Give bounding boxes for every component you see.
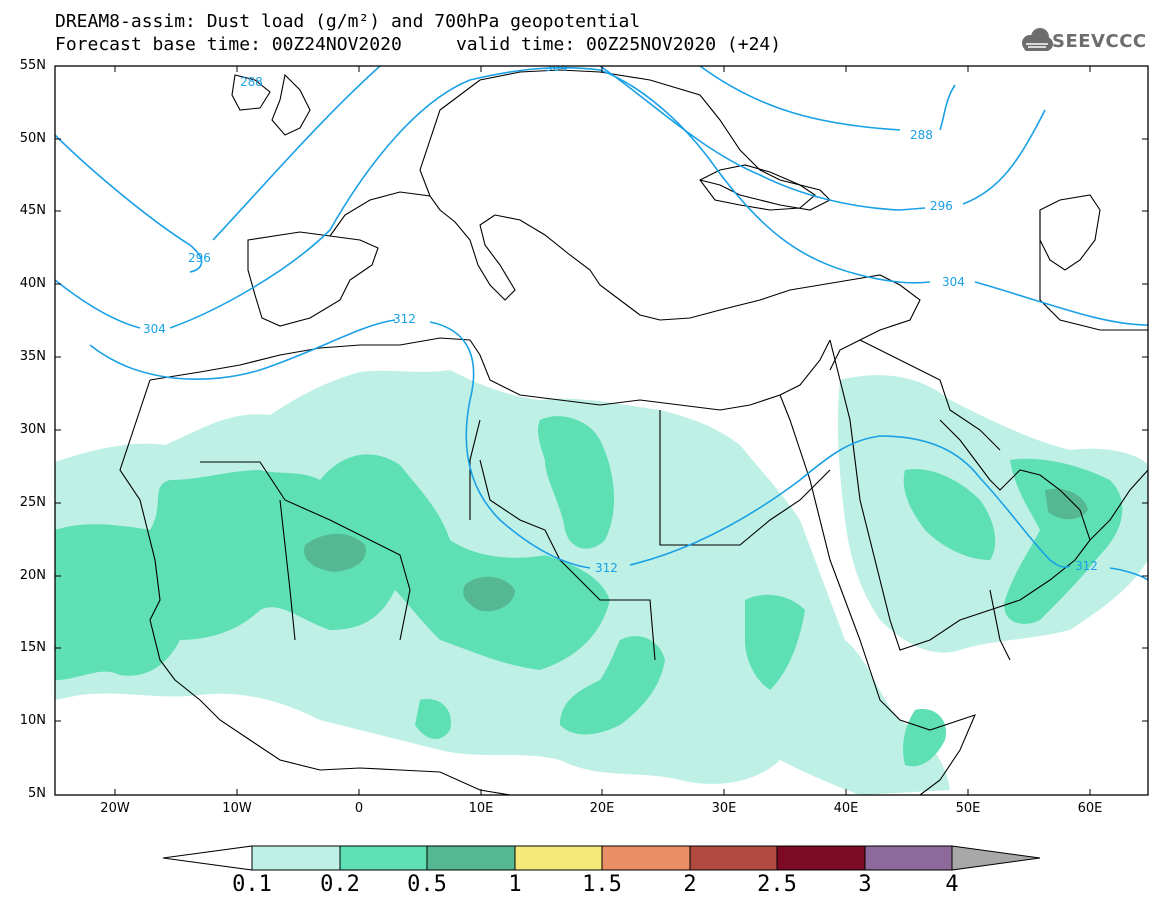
lat-label: 50N <box>19 131 46 146</box>
colorbar-swatch <box>776 845 866 871</box>
colorbar-label: 3 <box>858 872 872 897</box>
coastlines <box>119 69 1148 795</box>
colorbar-over-arrow <box>951 845 1041 871</box>
contour-label: 312 <box>393 312 416 326</box>
contour-label: 312 <box>595 561 618 575</box>
colorbar-label: 2.5 <box>757 872 797 897</box>
lat-label: 55N <box>19 58 46 73</box>
lon-label: 20E <box>589 801 615 816</box>
lon-label: 20W <box>100 801 130 816</box>
colorbar-label: 2 <box>683 872 697 897</box>
lon-label: 0 <box>354 801 364 816</box>
lon-label: 30E <box>711 801 737 816</box>
logo-text: SEEVCCC <box>1052 31 1147 52</box>
dust-level-0.2 <box>55 416 1123 767</box>
colorbar-swatch <box>426 845 516 871</box>
lat-label: 25N <box>19 495 46 510</box>
geopotential-contours <box>55 66 1148 581</box>
colorbar <box>162 845 1041 871</box>
lon-label: 60E <box>1077 801 1103 816</box>
contour-label: 304 <box>143 322 166 336</box>
colorbar-label: 0.2 <box>320 872 360 897</box>
colorbar-label: 4 <box>945 872 959 897</box>
dust-level-0.5 <box>304 488 1088 612</box>
contour-label: 288 <box>240 75 263 89</box>
lon-label: 40E <box>833 801 859 816</box>
colorbar-label: 1.5 <box>582 872 622 897</box>
lat-label: 35N <box>19 349 46 364</box>
lat-label: 10N <box>19 713 46 728</box>
colorbar-swatch <box>251 845 341 871</box>
axis-ticks <box>55 65 1148 796</box>
lon-label: 10W <box>222 801 252 816</box>
lat-label: 5N <box>28 786 46 801</box>
lat-label: 15N <box>19 640 46 655</box>
colorbar-swatch <box>339 845 428 871</box>
lat-label: 30N <box>19 422 46 437</box>
colorbar-under-arrow <box>162 845 253 871</box>
lon-label: 10E <box>468 801 494 816</box>
map-title: DREAM8-assim: Dust load (g/m²) and 700hP… <box>55 11 641 32</box>
colorbar-swatch <box>601 845 691 871</box>
contour-label: 304 <box>545 60 568 74</box>
colorbar-swatch <box>689 845 778 871</box>
forecast-time-subtitle: Forecast base time: 00Z24NOV2020 valid t… <box>55 34 782 55</box>
colorbar-label: 0.5 <box>407 872 447 897</box>
lat-label: 40N <box>19 276 46 291</box>
contour-label: 304 <box>942 275 965 289</box>
contour-labels: 288 296 304 312 304 288 296 304 312 312 <box>143 60 1098 575</box>
cloud-logo-icon <box>1022 28 1053 51</box>
lon-label: 50E <box>955 801 981 816</box>
colorbar-swatch <box>864 845 953 871</box>
colorbar-label: 1 <box>508 872 522 897</box>
contour-label: 312 <box>1075 559 1098 573</box>
contour-label: 296 <box>930 199 953 213</box>
contour-label: 288 <box>910 128 933 142</box>
lat-label: 20N <box>19 568 46 583</box>
colorbar-label: 0.1 <box>232 872 272 897</box>
colorbar-swatch <box>514 845 603 871</box>
lat-label: 45N <box>19 203 46 218</box>
contour-label: 296 <box>188 251 211 265</box>
